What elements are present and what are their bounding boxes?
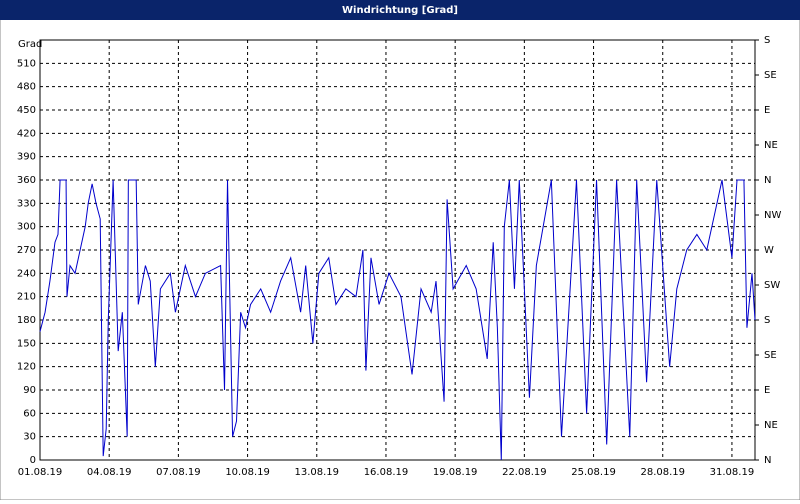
y2-tick-label: NW: [764, 210, 781, 221]
data-line: [39, 179, 756, 461]
y-tick-label: 0: [30, 455, 36, 466]
y2-tick-label: E: [764, 105, 770, 116]
y-tick-label: 480: [17, 82, 36, 93]
x-tick-label: 25.08.19: [571, 467, 616, 478]
y-axis-label: Grad: [18, 39, 42, 50]
x-tick-label: 31.08.19: [710, 467, 755, 478]
title-bar: [0, 0, 800, 20]
x-tick-label: 04.08.19: [87, 467, 132, 478]
y-tick-label: 300: [17, 222, 36, 233]
y2-tick-label: N: [764, 175, 771, 186]
y2-tick-label: N: [764, 455, 771, 466]
x-tick-label: 13.08.19: [295, 467, 340, 478]
x-tick-label: 16.08.19: [364, 467, 409, 478]
y2-tick-label: SE: [764, 350, 777, 361]
y-tick-label: 90: [23, 385, 36, 396]
y-tick-label: 120: [17, 362, 36, 373]
chart-title: Windrichtung [Grad]: [342, 5, 458, 16]
x-tick-label: 10.08.19: [225, 467, 270, 478]
y2-tick-label: W: [764, 245, 774, 256]
x-tick-label: 22.08.19: [502, 467, 547, 478]
y-tick-label: 60: [23, 408, 36, 419]
y2-tick-label: E: [764, 385, 770, 396]
y-tick-label: 390: [17, 152, 36, 163]
y2-tick-label: NE: [764, 140, 778, 151]
y2-tick-label: NE: [764, 420, 778, 431]
y-tick-label: 450: [17, 105, 36, 116]
y2-tick-label: S: [764, 35, 770, 46]
x-tick-label: 19.08.19: [433, 467, 478, 478]
y-tick-label: 510: [17, 58, 36, 69]
y-tick-label: 180: [17, 315, 36, 326]
y2-tick-label: S: [764, 315, 770, 326]
y-tick-label: 240: [17, 268, 36, 279]
y-tick-label: 270: [17, 245, 36, 256]
x-tick-label: 28.08.19: [640, 467, 685, 478]
y2-tick-label: SW: [764, 280, 780, 291]
y-tick-label: 150: [17, 338, 36, 349]
x-tick-label: 01.08.19: [18, 467, 63, 478]
x-tick-label: 07.08.19: [156, 467, 201, 478]
y-tick-label: 360: [17, 175, 36, 186]
y-tick-label: 420: [17, 128, 36, 139]
y-tick-label: 330: [17, 198, 36, 209]
y-tick-label: 30: [23, 432, 36, 443]
y-tick-label: 210: [17, 292, 36, 303]
y2-tick-label: SE: [764, 70, 777, 81]
